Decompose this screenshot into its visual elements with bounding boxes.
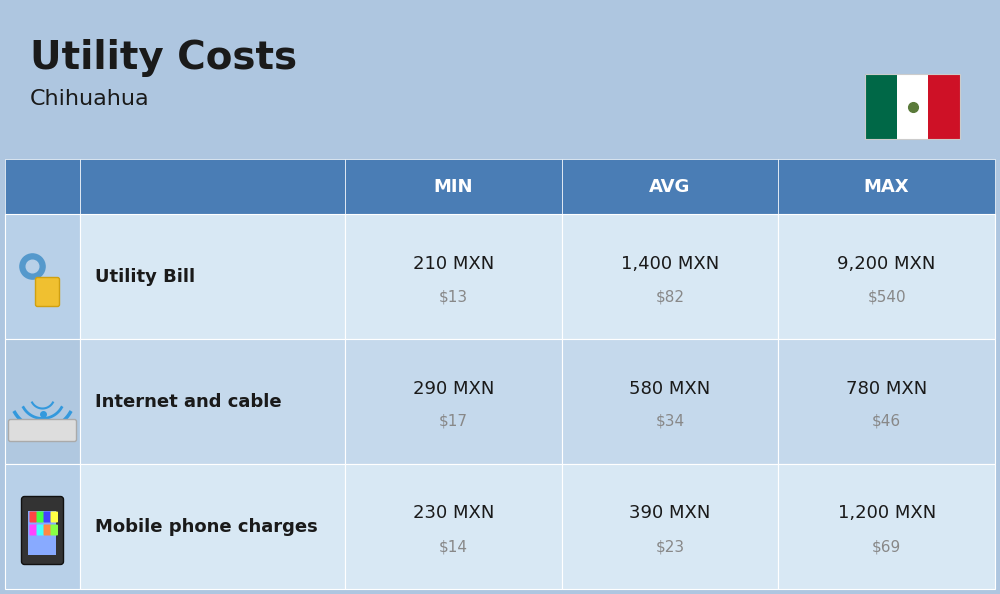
Text: 580 MXN: 580 MXN	[629, 380, 711, 397]
FancyBboxPatch shape	[5, 214, 80, 339]
Text: $14: $14	[439, 539, 468, 554]
FancyBboxPatch shape	[562, 159, 778, 214]
Text: Chihuahua: Chihuahua	[30, 89, 150, 109]
Text: 780 MXN: 780 MXN	[846, 380, 927, 397]
Text: 390 MXN: 390 MXN	[629, 504, 711, 523]
FancyBboxPatch shape	[8, 419, 76, 441]
Text: Internet and cable: Internet and cable	[95, 393, 282, 410]
Text: 1,200 MXN: 1,200 MXN	[838, 504, 936, 523]
FancyBboxPatch shape	[778, 159, 995, 214]
FancyBboxPatch shape	[865, 74, 897, 139]
Text: MIN: MIN	[434, 178, 473, 195]
FancyBboxPatch shape	[562, 464, 778, 589]
FancyBboxPatch shape	[36, 525, 44, 536]
FancyBboxPatch shape	[44, 511, 51, 523]
FancyBboxPatch shape	[36, 277, 60, 307]
FancyBboxPatch shape	[30, 511, 37, 523]
FancyBboxPatch shape	[5, 339, 80, 464]
Text: Utility Costs: Utility Costs	[30, 39, 297, 77]
Text: 230 MXN: 230 MXN	[413, 504, 494, 523]
Text: $23: $23	[655, 539, 685, 554]
Text: $540: $540	[867, 289, 906, 304]
FancyBboxPatch shape	[345, 339, 562, 464]
Text: Utility Bill: Utility Bill	[95, 267, 195, 286]
FancyBboxPatch shape	[5, 464, 80, 589]
FancyBboxPatch shape	[22, 497, 64, 564]
FancyBboxPatch shape	[928, 74, 960, 139]
Text: 1,400 MXN: 1,400 MXN	[621, 254, 719, 273]
FancyBboxPatch shape	[80, 464, 345, 589]
Text: $17: $17	[439, 414, 468, 429]
Circle shape	[20, 254, 45, 279]
FancyBboxPatch shape	[897, 74, 928, 139]
FancyBboxPatch shape	[30, 525, 37, 536]
FancyBboxPatch shape	[28, 510, 56, 555]
Text: $46: $46	[872, 414, 901, 429]
Text: $34: $34	[655, 414, 685, 429]
Text: $69: $69	[872, 539, 901, 554]
FancyBboxPatch shape	[50, 525, 58, 536]
FancyBboxPatch shape	[50, 511, 58, 523]
Text: 9,200 MXN: 9,200 MXN	[837, 254, 936, 273]
FancyBboxPatch shape	[44, 525, 51, 536]
Text: $13: $13	[439, 289, 468, 304]
FancyBboxPatch shape	[345, 214, 562, 339]
FancyBboxPatch shape	[778, 214, 995, 339]
Text: 290 MXN: 290 MXN	[413, 380, 494, 397]
FancyBboxPatch shape	[345, 464, 562, 589]
FancyBboxPatch shape	[562, 214, 778, 339]
Circle shape	[26, 260, 39, 273]
FancyBboxPatch shape	[562, 339, 778, 464]
Text: Mobile phone charges: Mobile phone charges	[95, 517, 318, 536]
FancyBboxPatch shape	[778, 339, 995, 464]
FancyBboxPatch shape	[5, 159, 80, 214]
Text: 210 MXN: 210 MXN	[413, 254, 494, 273]
Text: AVG: AVG	[649, 178, 691, 195]
Text: MAX: MAX	[864, 178, 909, 195]
FancyBboxPatch shape	[80, 214, 345, 339]
FancyBboxPatch shape	[80, 159, 345, 214]
Text: $82: $82	[655, 289, 684, 304]
FancyBboxPatch shape	[778, 464, 995, 589]
FancyBboxPatch shape	[345, 159, 562, 214]
FancyBboxPatch shape	[36, 511, 44, 523]
FancyBboxPatch shape	[80, 339, 345, 464]
